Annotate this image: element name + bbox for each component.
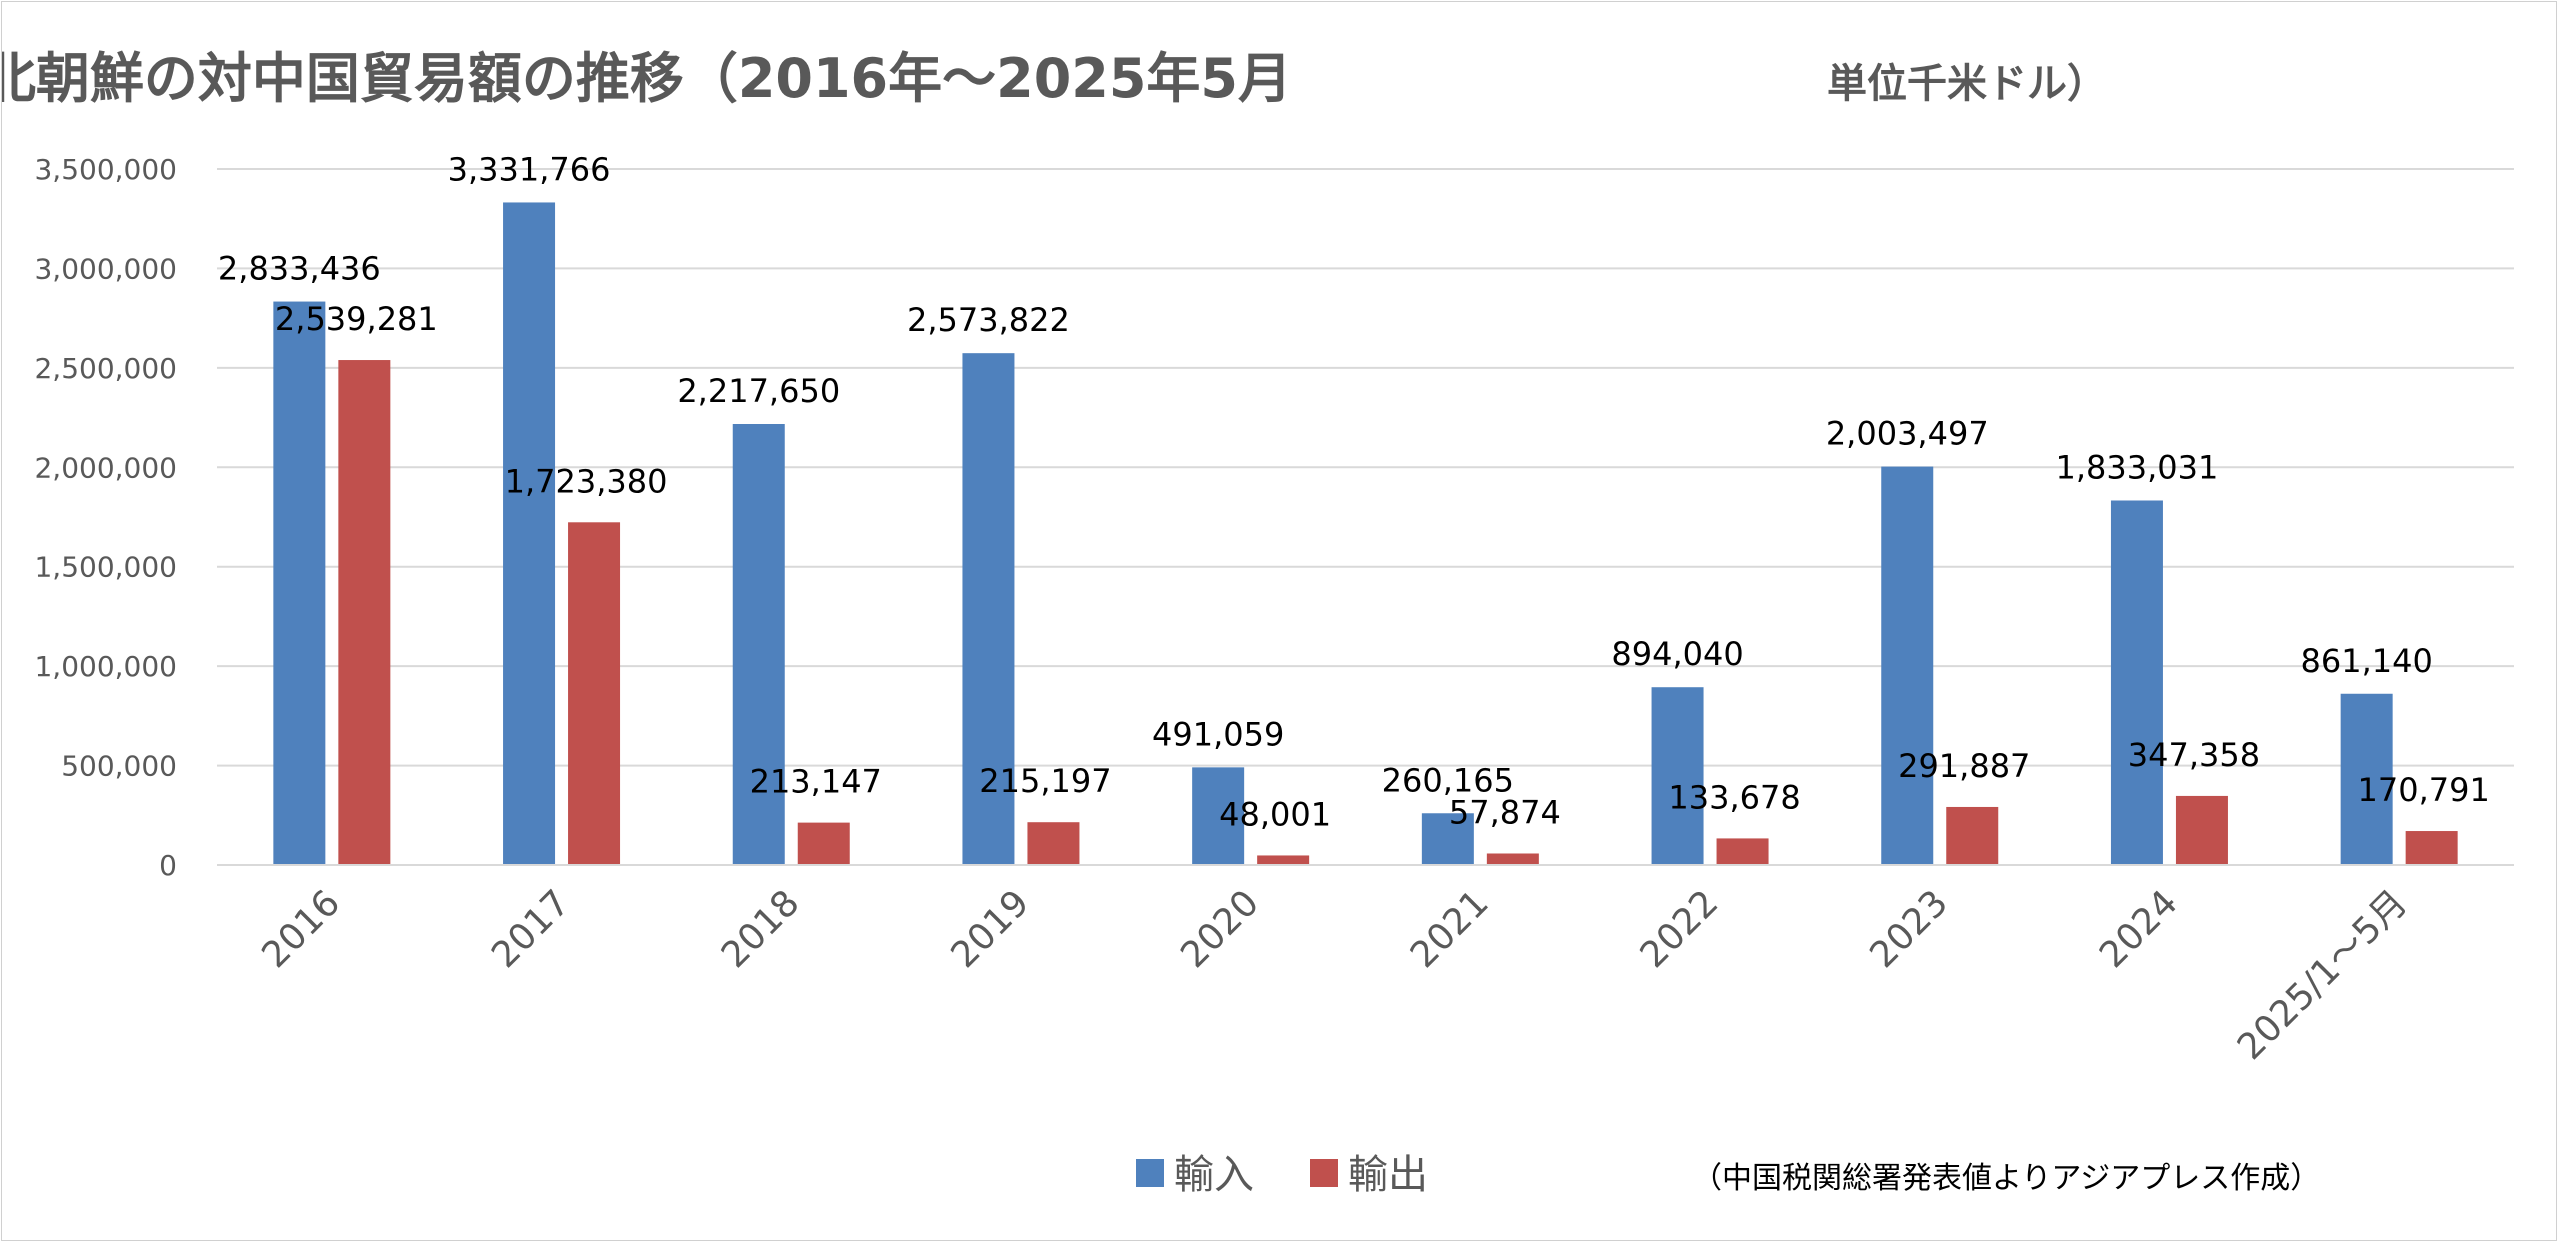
y-tick-label: 500,000 xyxy=(61,750,177,783)
y-tick-label: 2,500,000 xyxy=(34,352,177,385)
chart-title: 北朝鮮の対中国貿易額の推移（2016年～2025年5月 xyxy=(2,47,1292,110)
legend-label-imports: 輸入 xyxy=(1174,1152,1254,1198)
bar-imports xyxy=(273,301,326,865)
legend: 輸入 輸出 xyxy=(1136,1152,1428,1198)
data-label-exports: 215,197 xyxy=(979,762,1111,800)
x-tick-label: 2016 xyxy=(254,882,348,976)
bar-exports xyxy=(1257,855,1310,865)
data-label-imports: 2,003,497 xyxy=(1826,415,1989,453)
data-label-exports: 291,887 xyxy=(1898,747,2030,785)
y-tick-label: 1,500,000 xyxy=(34,551,177,584)
data-label-exports: 1,723,380 xyxy=(505,462,668,500)
data-label-imports: 3,331,766 xyxy=(448,150,611,188)
bar-exports xyxy=(2405,831,2458,865)
data-label-imports: 2,573,822 xyxy=(907,301,1070,339)
bar-imports xyxy=(1651,687,1704,865)
bar-imports xyxy=(962,353,1015,865)
bar-imports xyxy=(1192,767,1245,865)
bar-exports xyxy=(797,822,850,865)
data-label-imports: 894,040 xyxy=(1611,635,1743,673)
data-label-exports: 347,358 xyxy=(2128,736,2260,774)
data-label-imports: 491,059 xyxy=(1152,715,1284,753)
bar-imports xyxy=(2110,500,2163,865)
bar-exports xyxy=(568,522,621,865)
y-axis-ticks: 0 500,000 1,000,000 1,500,000 2,000,000 2,500… xyxy=(34,153,177,882)
y-tick-label: 3,500,000 xyxy=(34,153,177,186)
x-tick-label: 2023 xyxy=(1862,882,1956,976)
bar-exports xyxy=(1486,853,1539,865)
y-tick-label: 1,000,000 xyxy=(34,650,177,683)
data-label-imports: 1,833,031 xyxy=(2056,448,2219,486)
bar-imports xyxy=(503,202,556,865)
legend-swatch-imports xyxy=(1136,1159,1164,1187)
data-label-imports: 260,165 xyxy=(1382,761,1514,799)
x-axis-ticks: 2016 2017 2018 2019 2020 2021 2022 2023 2024 2025… xyxy=(254,882,2415,1068)
data-label-exports: 48,001 xyxy=(1219,795,1331,833)
data-label-exports: 57,874 xyxy=(1449,793,1561,831)
y-tick-label: 0 xyxy=(159,849,177,882)
chart-title-unit: 単位千米ドル） xyxy=(1827,61,2107,107)
x-tick-label: 2021 xyxy=(1403,882,1497,976)
x-tick-label: 2018 xyxy=(714,882,808,976)
source-note: （中国税関総署発表値よりアジアプレス作成） xyxy=(1692,1161,2320,1196)
data-label-exports: 2,539,281 xyxy=(275,300,438,338)
bar-exports xyxy=(338,360,391,865)
bars xyxy=(273,202,2458,865)
bar-imports xyxy=(1881,466,1934,865)
data-labels: 2,833,436 2,539,281 3,331,766 1,723,380 2,21… xyxy=(218,150,2490,833)
y-tick-label: 2,000,000 xyxy=(34,451,177,484)
bar-imports xyxy=(732,424,785,865)
x-tick-label: 2017 xyxy=(484,882,578,976)
legend-swatch-exports xyxy=(1310,1159,1338,1187)
bar-exports xyxy=(1027,822,1080,865)
x-tick-label: 2020 xyxy=(1173,882,1267,976)
x-tick-label: 2022 xyxy=(1633,882,1727,976)
data-label-imports: 861,140 xyxy=(2300,642,2432,680)
x-tick-label: 2025/1～5月 xyxy=(2230,882,2416,1068)
data-label-exports: 170,791 xyxy=(2357,771,2489,809)
data-label-exports: 133,678 xyxy=(1668,778,1800,816)
bar-imports xyxy=(1421,813,1474,865)
data-label-exports: 213,147 xyxy=(750,763,882,801)
bar-exports xyxy=(2175,795,2228,865)
data-label-imports: 2,833,436 xyxy=(218,250,381,288)
bar-imports xyxy=(2340,693,2393,865)
bar-exports xyxy=(1716,838,1769,865)
legend-label-exports: 輸出 xyxy=(1348,1152,1428,1198)
bar-exports xyxy=(1946,806,1999,865)
x-tick-label: 2019 xyxy=(944,882,1038,976)
data-label-imports: 2,217,650 xyxy=(677,372,840,410)
x-tick-label: 2024 xyxy=(2092,882,2186,976)
y-tick-label: 3,000,000 xyxy=(34,252,177,285)
